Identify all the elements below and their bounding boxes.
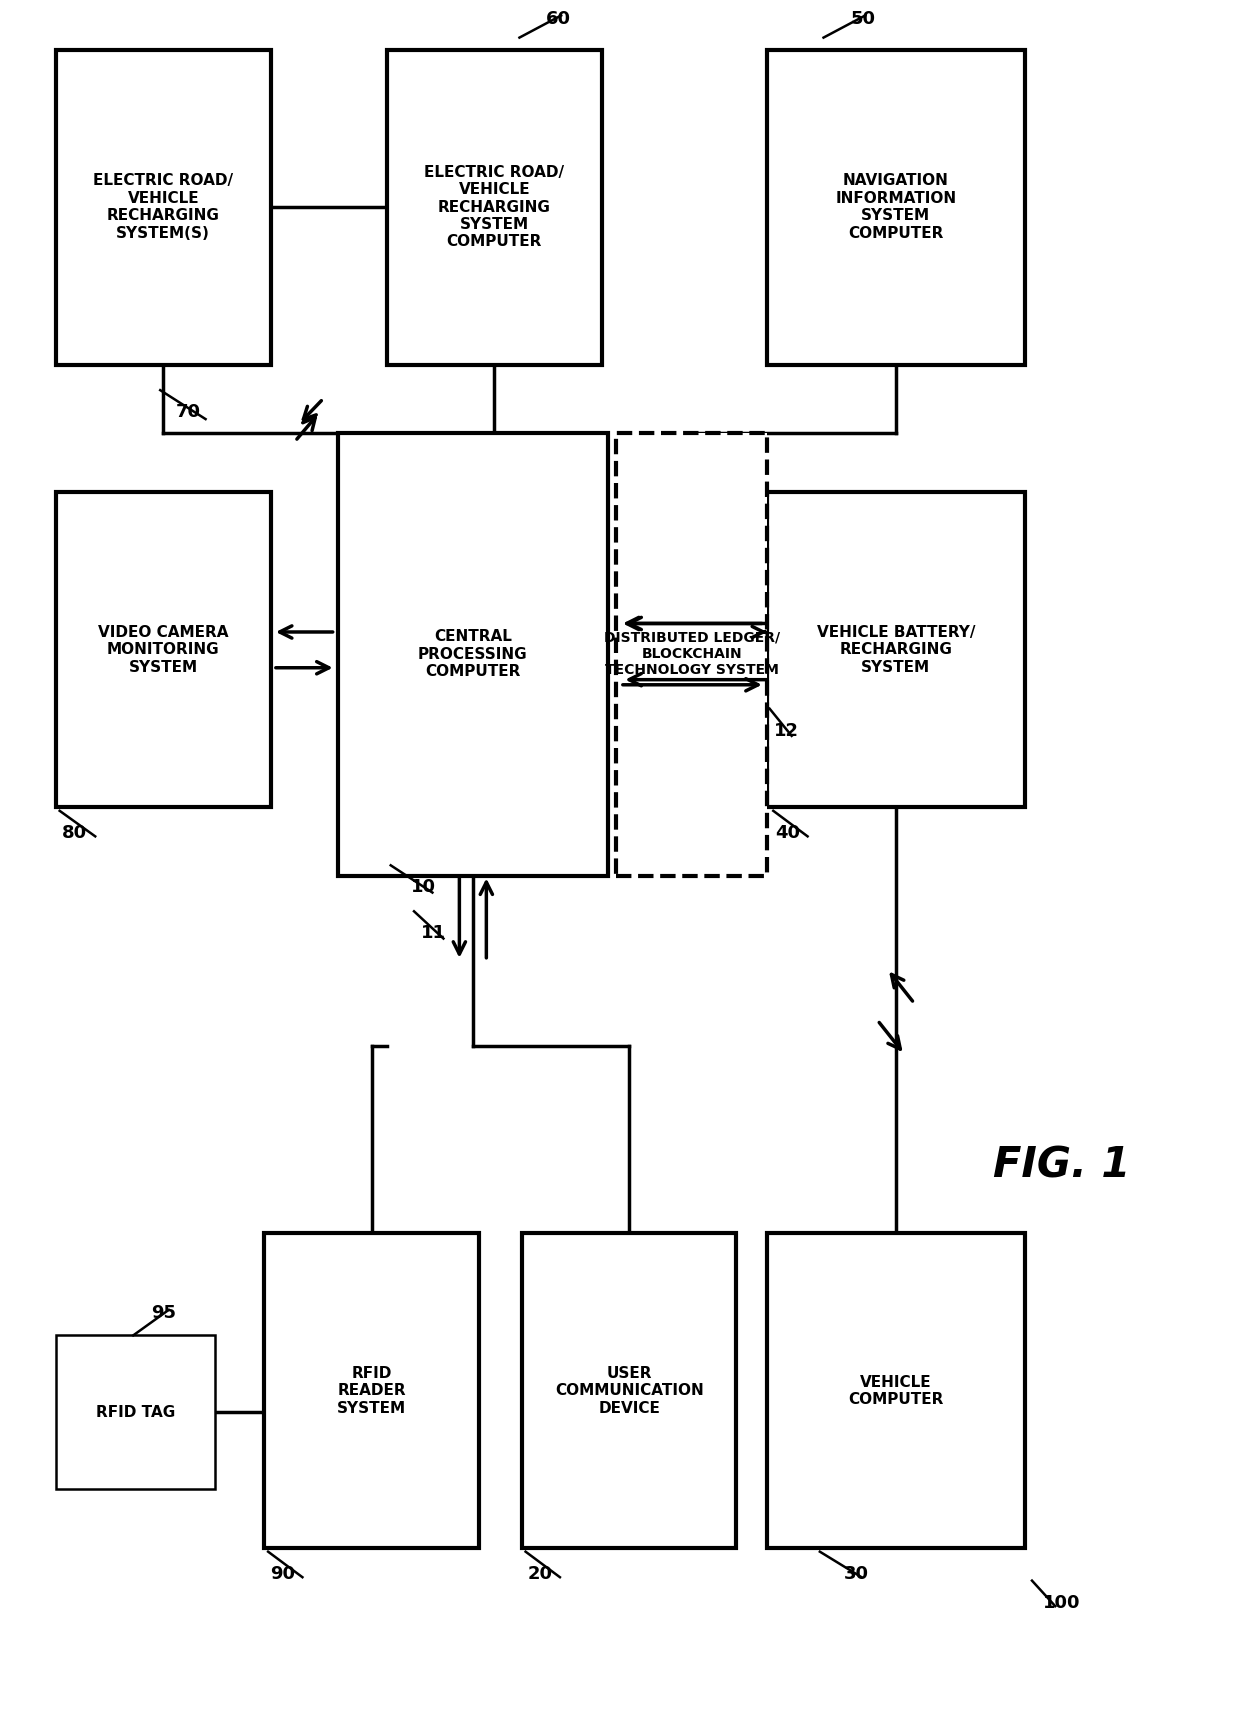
Text: VEHICLE
COMPUTER: VEHICLE COMPUTER (848, 1375, 944, 1406)
FancyBboxPatch shape (768, 50, 1024, 364)
Text: 10: 10 (412, 879, 436, 896)
Text: VIDEO CAMERA
MONITORING
SYSTEM: VIDEO CAMERA MONITORING SYSTEM (98, 625, 228, 675)
Text: 80: 80 (62, 824, 87, 841)
Text: 70: 70 (176, 403, 201, 421)
Text: USER
COMMUNICATION
DEVICE: USER COMMUNICATION DEVICE (554, 1365, 703, 1415)
Text: 90: 90 (270, 1564, 295, 1583)
Text: 12: 12 (774, 721, 800, 740)
FancyBboxPatch shape (768, 1233, 1024, 1549)
Text: 60: 60 (546, 10, 572, 27)
Text: RFID TAG: RFID TAG (95, 1405, 175, 1420)
Text: ELECTRIC ROAD/
VEHICLE
RECHARGING
SYSTEM(S): ELECTRIC ROAD/ VEHICLE RECHARGING SYSTEM… (93, 173, 233, 240)
Text: CENTRAL
PROCESSING
COMPUTER: CENTRAL PROCESSING COMPUTER (418, 628, 528, 678)
FancyBboxPatch shape (56, 493, 270, 807)
Text: 50: 50 (851, 10, 875, 27)
Text: RFID
READER
SYSTEM: RFID READER SYSTEM (337, 1365, 407, 1415)
FancyBboxPatch shape (768, 493, 1024, 807)
Text: FIG. 1: FIG. 1 (993, 1144, 1130, 1186)
Text: 95: 95 (151, 1305, 176, 1322)
FancyBboxPatch shape (56, 1336, 216, 1489)
Text: ELECTRIC ROAD/
VEHICLE
RECHARGING
SYSTEM
COMPUTER: ELECTRIC ROAD/ VEHICLE RECHARGING SYSTEM… (424, 165, 564, 249)
FancyBboxPatch shape (56, 50, 270, 364)
FancyBboxPatch shape (264, 1233, 479, 1549)
FancyBboxPatch shape (616, 433, 768, 876)
Text: VEHICLE BATTERY/
RECHARGING
SYSTEM: VEHICLE BATTERY/ RECHARGING SYSTEM (817, 625, 975, 675)
FancyBboxPatch shape (522, 1233, 737, 1549)
Text: NAVIGATION
INFORMATION
SYSTEM
COMPUTER: NAVIGATION INFORMATION SYSTEM COMPUTER (836, 173, 956, 240)
Text: 30: 30 (844, 1564, 869, 1583)
Text: 100: 100 (1043, 1593, 1080, 1612)
FancyBboxPatch shape (387, 50, 601, 364)
Text: 40: 40 (775, 824, 801, 841)
Text: DISTRIBUTED LEDGER/
BLOCKCHAIN
TECHNOLOGY SYSTEM: DISTRIBUTED LEDGER/ BLOCKCHAIN TECHNOLOG… (604, 630, 780, 676)
Text: 11: 11 (422, 924, 446, 943)
Text: 20: 20 (528, 1564, 553, 1583)
FancyBboxPatch shape (339, 433, 608, 876)
